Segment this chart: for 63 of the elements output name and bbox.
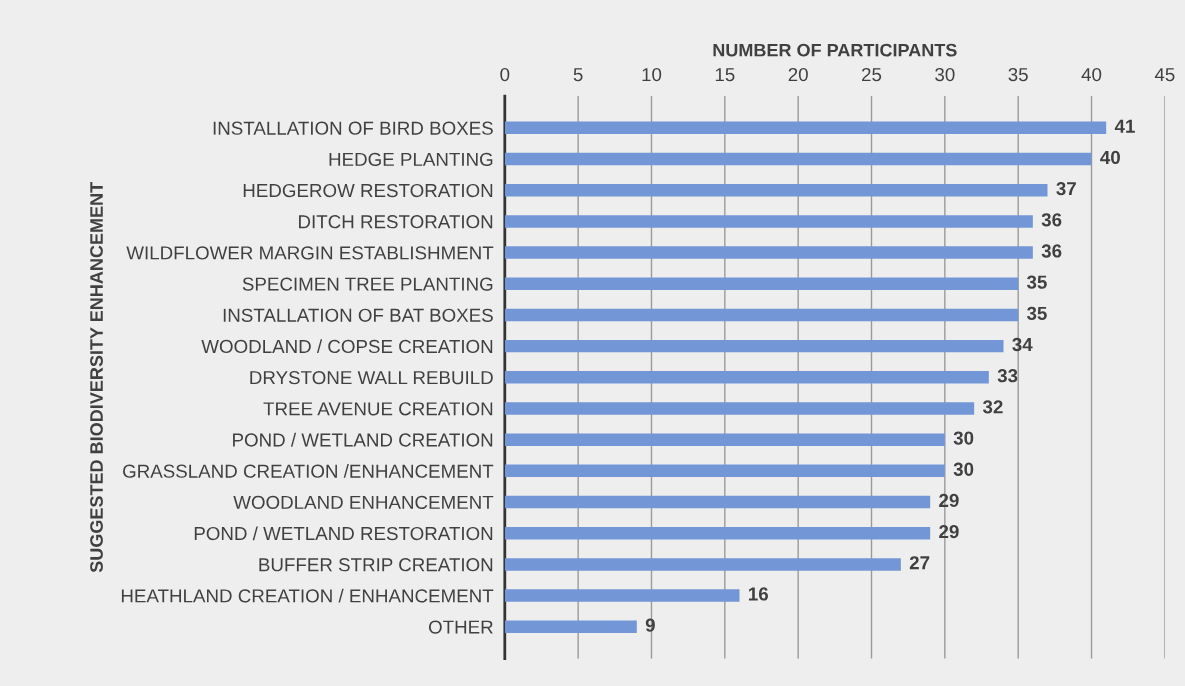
y-tick-label: POND / WETLAND RESTORATION: [194, 526, 493, 541]
y-tick-label: WOODLAND / COPSE CREATION: [201, 339, 493, 354]
bar: [504, 558, 901, 571]
bar: [504, 526, 931, 540]
x-tick-label: 45: [1154, 68, 1175, 82]
bar: [504, 620, 637, 633]
data-label: 37: [1056, 181, 1076, 196]
data-label: 27: [909, 556, 930, 570]
data-label: 32: [982, 400, 1003, 414]
x-tick-label: 25: [862, 67, 882, 82]
x-tick-label: 40: [1081, 67, 1102, 82]
bar: [504, 277, 1019, 290]
y-tick-label: POND / WETLAND CREATION: [233, 432, 493, 447]
y-tick-label: HEDGEROW RESTORATION: [243, 183, 493, 198]
bar: [504, 495, 931, 509]
bar: [504, 308, 1019, 322]
y-tick-label: WOODLAND ENHANCEMENT: [233, 495, 494, 510]
bar: [504, 152, 1092, 166]
y-tick-label: TREE AVENUE CREATION: [263, 402, 493, 416]
bar: [504, 433, 945, 446]
x-tick-label: 15: [715, 68, 735, 82]
data-label: 36: [1041, 244, 1062, 258]
bar: [504, 371, 989, 384]
data-label: 9: [645, 618, 655, 632]
y-tick-label: HEDGE PLANTING: [329, 152, 493, 167]
data-label: 36: [1041, 213, 1062, 227]
y-axis-title: SUGGESTED BIODIVERSITY ENHANCEMENT: [90, 182, 103, 573]
y-tick-label: DRYSTONE WALL REBUILD: [250, 371, 493, 385]
bar: [504, 339, 1004, 353]
bar: [504, 121, 1107, 135]
data-label: 30: [953, 431, 974, 445]
bar: [504, 183, 1048, 197]
bar: [504, 589, 740, 602]
y-tick-label: DITCH RESTORATION: [299, 215, 493, 229]
x-axis-title: NUMBER OF PARTICIPANTS: [713, 43, 957, 57]
data-label: 34: [1012, 337, 1033, 352]
data-label: 16: [749, 587, 768, 601]
x-tick-label: 0: [500, 67, 510, 82]
y-tick-label: GRASSLAND CREATION /ENHANCEMENT: [123, 464, 494, 478]
x-tick-label: 35: [1008, 67, 1028, 82]
x-tick-label: 5: [573, 68, 583, 82]
x-tick-label: 30: [935, 67, 955, 82]
y-tick-label: INSTALLATION OF BIRD BOXES: [213, 121, 493, 135]
bar: [504, 464, 945, 478]
x-tick-label: 10: [642, 67, 662, 82]
data-label: 30: [953, 462, 974, 476]
data-label: 40: [1100, 150, 1120, 165]
x-tick-label: 20: [788, 67, 808, 82]
data-label: 35: [1026, 306, 1047, 320]
data-label: 35: [1026, 275, 1047, 289]
y-tick-label: HEATHLAND CREATION / ENHANCEMENT: [121, 588, 494, 603]
y-tick-label: BUFFER STRIP CREATION: [259, 558, 493, 572]
bar: [504, 215, 1033, 228]
data-label: 29: [939, 493, 959, 508]
data-label: 33: [997, 369, 1018, 383]
bar: [504, 246, 1033, 259]
data-label: 41: [1114, 119, 1135, 133]
y-tick-label: INSTALLATION OF BAT BOXES: [223, 308, 493, 322]
y-tick-label: WILDFLOWER MARGIN ESTABLISHMENT: [126, 246, 494, 260]
y-tick-label: OTHER: [428, 620, 493, 634]
y-tick-label: SPECIMEN TREE PLANTING: [242, 277, 493, 291]
bar: [504, 402, 975, 415]
data-label: 29: [939, 524, 959, 539]
